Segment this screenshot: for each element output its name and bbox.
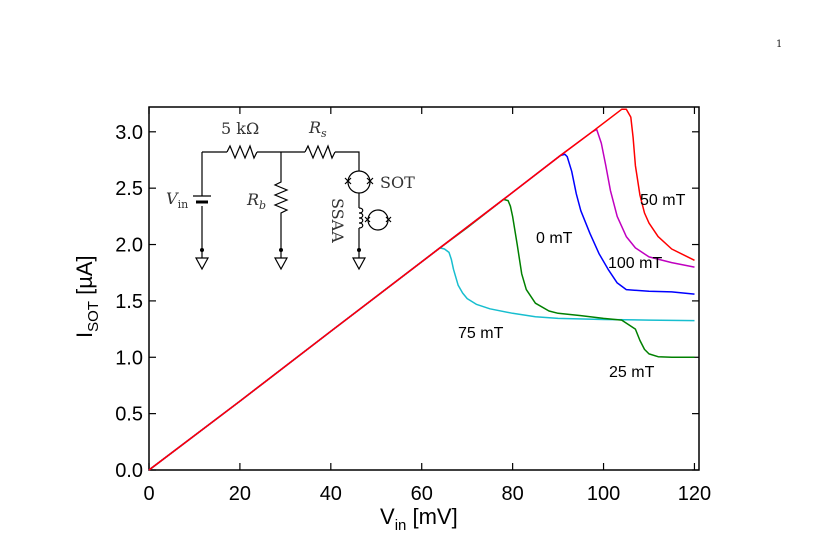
label-75mT: 75 mT — [458, 325, 504, 342]
coil — [358, 193, 364, 258]
resistor-rb — [273, 152, 289, 258]
y-tick-label: 0.0 — [115, 460, 143, 482]
ssaa-node — [357, 248, 361, 252]
series-line-50mt — [148, 108, 695, 471]
y-tick-label: 1.0 — [115, 347, 143, 369]
y-tick-label: 0.5 — [115, 404, 143, 426]
resistor-5k — [226, 144, 258, 160]
series-line-75mt — [148, 247, 695, 471]
y-tick-label: 3.0 — [115, 122, 143, 144]
resistor-5k-label: 5 kΩ — [221, 119, 259, 138]
circuit-inset: 5 kΩ Rs Rb Vin SOT SSAA — [166, 118, 415, 271]
x-tick-label: 40 — [320, 483, 342, 505]
label-50mT: 50 mT — [640, 192, 686, 209]
series-line-100mt — [148, 128, 695, 471]
x-tick-label: 80 — [502, 483, 524, 505]
ssaa-junctions-icon — [364, 216, 392, 223]
rs-label: Rs — [308, 118, 327, 140]
resistor-rs — [304, 144, 336, 160]
x-tick-label: 60 — [411, 483, 433, 505]
plot-frame — [148, 106, 700, 471]
x-tick-label: 20 — [229, 483, 251, 505]
y-axis-title: ISOT [µA] — [72, 255, 102, 338]
ssaa-loop-icon — [367, 209, 389, 231]
label-0mT: 0 mT — [536, 230, 573, 247]
ground-icon-1 — [194, 257, 210, 271]
x-tick-label: 120 — [678, 483, 711, 505]
rb-label: Rb — [246, 190, 266, 212]
rb-node — [279, 248, 283, 252]
y-tick-label: 2.0 — [115, 235, 143, 257]
x-axis-title: Vin [mV] — [380, 504, 458, 534]
x-tick-label: 100 — [587, 483, 620, 505]
sot-junctions-icon — [344, 177, 374, 185]
vin-label: Vin — [166, 189, 188, 211]
ground-icon-2 — [273, 257, 289, 271]
label-25mT: 25 mT — [609, 364, 655, 381]
ground-icon-3 — [351, 257, 367, 271]
vin-node — [200, 248, 204, 252]
y-tick-label: 2.5 — [115, 178, 143, 200]
axis-ticks — [148, 107, 699, 471]
ssaa-label: SSAA — [328, 198, 347, 243]
label-100mT: 100 mT — [608, 255, 662, 272]
series-lines — [148, 108, 695, 471]
sot-label: SOT — [380, 173, 415, 192]
y-tick-label: 1.5 — [115, 291, 143, 313]
series-line-25mt — [148, 198, 695, 471]
tick-labels: 0 20 40 60 80 100 120 0.0 0.5 1.0 1.5 2.0 2.5 3.0 — [115, 122, 711, 505]
page-number: 1 — [776, 39, 783, 50]
sot-loop-icon — [347, 170, 371, 194]
x-tick-label: 0 — [143, 483, 154, 505]
